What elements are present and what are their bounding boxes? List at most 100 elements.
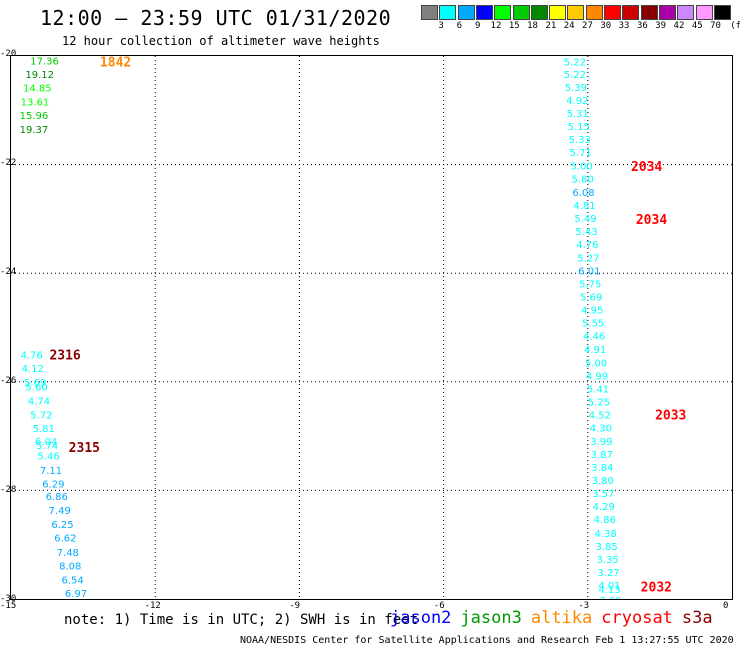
wave-height-value: 3.27 xyxy=(597,568,619,579)
satellite-legend: jason2 jason3 altika cryosat s3a xyxy=(390,608,722,628)
wave-height-value: 5.81 xyxy=(33,424,55,435)
lat-tick-label: -26 xyxy=(0,376,17,386)
wave-height-value: 3.85 xyxy=(595,542,617,553)
wave-height-value: 13.61 xyxy=(21,98,50,109)
legend-label: 21 xyxy=(545,21,557,31)
legend-unit: (ft) xyxy=(730,21,740,31)
wave-height-value: 5.49 xyxy=(574,214,596,225)
wave-height-value: 5.41 xyxy=(587,384,609,395)
wave-height-value: 19.12 xyxy=(25,70,54,81)
legend-label: 27 xyxy=(582,21,593,31)
wave-height-value: 7.11 xyxy=(40,466,62,477)
legend-swatch xyxy=(530,5,548,20)
wave-height-value: 6.08 xyxy=(572,188,594,199)
legend-swatch xyxy=(585,5,603,20)
legend-swatch xyxy=(475,5,493,20)
wave-height-value: 4.95 xyxy=(581,306,603,317)
wave-height-value: 4.81 xyxy=(573,201,595,212)
lon-tick-label: -12 xyxy=(144,601,161,611)
pass-time-label: 1842 xyxy=(100,56,131,70)
wave-height-value: 4.76 xyxy=(576,240,598,251)
wave-height-value: 4.30 xyxy=(590,423,612,434)
wave-height-value: 6.29 xyxy=(42,479,64,490)
wave-height-value: 6.54 xyxy=(61,575,83,586)
wave-height-value: 6.25 xyxy=(51,520,73,531)
legend-swatch xyxy=(713,5,731,20)
legend-swatch xyxy=(421,5,438,20)
wave-height-value: 7.49 xyxy=(48,506,70,517)
legend-swatch xyxy=(457,5,475,20)
wave-height-value: 5.15 xyxy=(568,122,590,133)
legend-label: 18 xyxy=(527,21,538,31)
wave-height-value: 6.01 xyxy=(578,266,600,277)
lon-tick-label: 0 xyxy=(723,601,729,611)
wave-height-value: 5.27 xyxy=(577,253,599,264)
wave-height-value: 5.25 xyxy=(588,397,610,408)
pass-time-label: 2315 xyxy=(69,441,100,456)
lat-tick-label: -24 xyxy=(0,267,17,277)
satellite-name: jason3 xyxy=(460,608,522,628)
wave-height-value: 4.74 xyxy=(28,396,50,407)
wave-height-value: 3.35 xyxy=(596,555,618,566)
wave-height-value: 14.85 xyxy=(23,83,52,94)
wave-height-value: 3.69 xyxy=(599,596,621,599)
wave-height-value: 17.36 xyxy=(30,56,59,67)
wave-height-value: 3.80 xyxy=(592,476,614,487)
wave-height-value: 4.52 xyxy=(589,410,611,421)
wave-height-value: 4.99 xyxy=(586,371,608,382)
footnote: note: 1) Time is in UTC; 2) SWH is in fe… xyxy=(64,612,419,628)
legend-label: 3 xyxy=(438,21,444,31)
legend-label: 33 xyxy=(618,21,630,31)
wave-height-value: 5.69 xyxy=(580,293,602,304)
wave-height-value: 7.48 xyxy=(57,548,79,559)
legend-label: 9 xyxy=(474,21,481,31)
wave-height-value: 4.13 xyxy=(598,585,620,596)
wave-height-value: 5.31 xyxy=(567,109,589,120)
wave-height-value: 6.86 xyxy=(46,492,68,503)
legend-swatch xyxy=(695,5,713,20)
wave-height-value: 5.33 xyxy=(569,135,591,146)
wave-height-value: 5.46 xyxy=(37,452,59,463)
wave-height-value: 5.72 xyxy=(30,410,52,421)
legend-swatch xyxy=(549,5,567,20)
wave-height-value: 8.08 xyxy=(59,561,81,572)
legend-swatch xyxy=(567,5,585,20)
legend-label: 39 xyxy=(655,21,667,31)
wave-height-value: 5.00 xyxy=(585,358,607,369)
lon-tick-label: -9 xyxy=(289,601,301,611)
wave-height-value: 5.39 xyxy=(565,83,587,94)
wave-height-value: 3.84 xyxy=(591,463,613,474)
wave-height-value: 19.37 xyxy=(20,125,49,136)
wave-height-value: 4.91 xyxy=(584,345,606,356)
wave-height-value: 4.29 xyxy=(593,502,615,513)
wave-height-value: 3.99 xyxy=(590,437,612,448)
lat-tick-label: -28 xyxy=(0,485,17,495)
wave-height-value: 3.87 xyxy=(591,450,613,461)
lon-tick-label: -15 xyxy=(0,601,17,611)
legend-label: 36 xyxy=(636,21,648,31)
satellite-name: s3a xyxy=(681,608,713,628)
wave-height-value: 4.01 xyxy=(598,581,620,592)
satellite-name: cryosat xyxy=(601,608,673,628)
wave-height-value: 4.76 xyxy=(21,351,43,362)
credit-line: NOAA/NESDIS Center for Satellite Applica… xyxy=(240,635,734,646)
wave-height-value: 5.80 xyxy=(571,175,593,186)
wave-height-value: 5.74 xyxy=(36,441,58,452)
wave-height-value: 5.60 xyxy=(25,383,47,394)
legend-label: 15 xyxy=(508,21,520,31)
legend-swatch xyxy=(512,5,530,20)
wave-height-value: 4.38 xyxy=(595,529,617,540)
legend-swatch xyxy=(658,5,676,20)
pass-time-label: 2034 xyxy=(636,213,667,228)
legend-swatch xyxy=(494,5,512,20)
lon-tick-label: -6 xyxy=(433,601,445,611)
page-title: 12:00 – 23:59 UTC 01/31/2020 xyxy=(40,6,392,30)
legend-swatch xyxy=(677,5,695,20)
wave-height-value: 5.43 xyxy=(575,227,597,238)
wave-height-value: 3.57 xyxy=(592,489,614,500)
wave-height-value: 5.22 xyxy=(564,57,586,68)
page-subtitle: 12 hour collection of altimeter wave hei… xyxy=(62,34,380,48)
wave-height-value: 15.96 xyxy=(20,111,49,122)
wave-height-value: 4.12 xyxy=(22,364,44,375)
pass-time-label: 2034 xyxy=(631,160,662,175)
